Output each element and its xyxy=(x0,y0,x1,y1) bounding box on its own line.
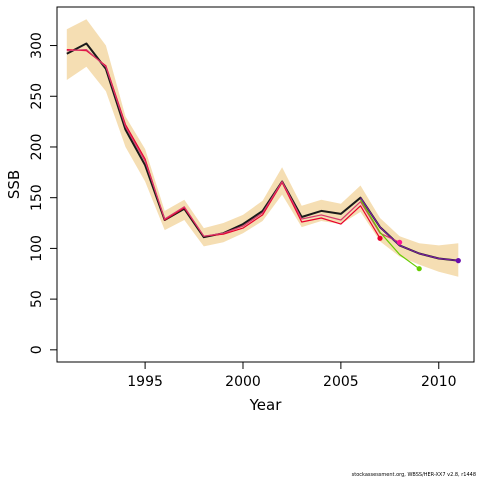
y-tick-label: 250 xyxy=(29,83,45,110)
x-tick-label: 2010 xyxy=(421,374,457,390)
confidence-band-layer xyxy=(66,19,459,277)
series-line-1 xyxy=(66,42,459,262)
y-tick-label: 100 xyxy=(29,235,45,262)
credit-text: stockassessment.org, WBSS/HER-XX7 v2.8, … xyxy=(351,472,476,478)
endpoint-marker-2 xyxy=(397,239,403,245)
y-tick-label: 150 xyxy=(29,184,45,211)
y-tick-label: 300 xyxy=(29,32,45,59)
endpoint-marker-1 xyxy=(377,235,383,241)
x-tick-label: 1995 xyxy=(127,374,163,390)
y-axis: 0 50 100 150 200 250 300 xyxy=(29,32,58,354)
series-layer xyxy=(66,42,459,270)
confidence-band xyxy=(66,19,459,277)
x-axis-title: Year xyxy=(249,396,283,414)
x-tick-label: 2005 xyxy=(323,374,359,390)
endpoint-marker-3 xyxy=(416,266,422,272)
plot-frame xyxy=(56,6,475,363)
y-tick-label: 200 xyxy=(29,134,45,161)
endpoint-marker-4 xyxy=(455,258,461,264)
y-axis-title: SSB xyxy=(5,170,23,199)
series-line-5 xyxy=(359,197,459,262)
series-line-4 xyxy=(359,199,420,270)
y-tick-label: 0 xyxy=(29,345,45,354)
endpoint-layer xyxy=(377,235,461,272)
x-axis: 1995 2000 2005 2010 xyxy=(127,361,457,390)
x-tick-label: 2000 xyxy=(225,374,261,390)
series-line-3 xyxy=(66,48,400,243)
y-tick-label: 50 xyxy=(29,290,45,308)
